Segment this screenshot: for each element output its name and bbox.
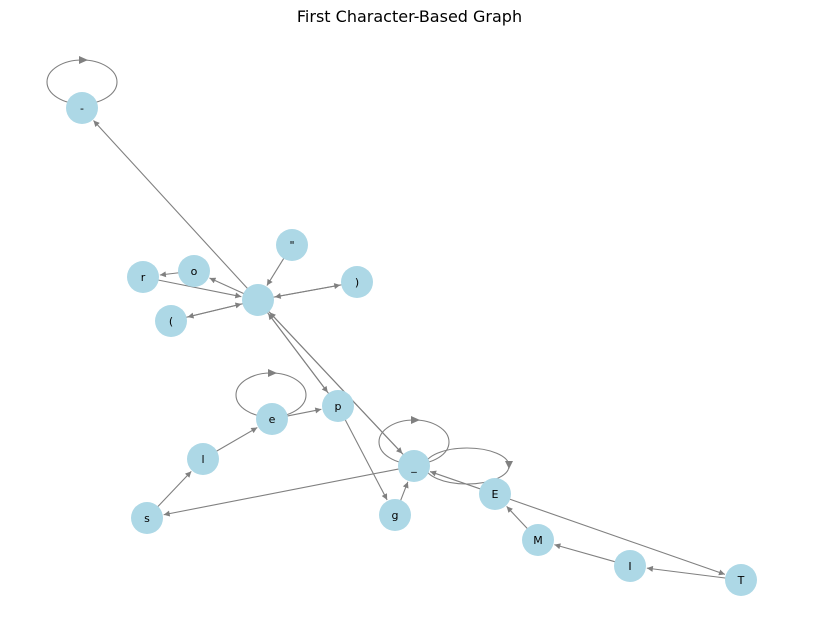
node-dash: - bbox=[66, 92, 98, 124]
node-circle bbox=[242, 284, 274, 316]
node-o: o bbox=[178, 255, 210, 287]
self-loop-arrowhead bbox=[411, 416, 420, 424]
nodes-layer: - " o r) ( e p l _ Es g M I T bbox=[66, 92, 757, 596]
edge-p-to-g bbox=[344, 418, 388, 501]
edge-space-to-o bbox=[209, 277, 246, 295]
node-p: p bbox=[322, 390, 354, 422]
edge-l-to-e bbox=[214, 427, 258, 453]
node-circle bbox=[256, 403, 288, 435]
node-M: M bbox=[522, 524, 554, 556]
node-I: I bbox=[614, 550, 646, 582]
node-label: ) bbox=[355, 276, 359, 289]
node-r: r bbox=[127, 261, 159, 293]
node-T: T bbox=[725, 564, 757, 596]
graph-title: First Character-Based Graph bbox=[296, 7, 523, 26]
node-s: s bbox=[131, 502, 163, 534]
node-label: p bbox=[335, 400, 342, 413]
node-close: ) bbox=[341, 266, 373, 298]
edge-I-to-M bbox=[554, 543, 617, 563]
node-circle bbox=[379, 499, 411, 531]
self-loop-arrowhead bbox=[505, 461, 513, 469]
edge-e-to-p bbox=[285, 407, 322, 417]
node-label: _ bbox=[410, 460, 417, 473]
node-circle bbox=[187, 443, 219, 475]
node-circle bbox=[322, 390, 354, 422]
node-circle bbox=[522, 524, 554, 556]
node-label: s bbox=[144, 512, 150, 525]
node-label: o bbox=[191, 265, 198, 278]
node-e: e bbox=[256, 403, 288, 435]
edge-open-to-space bbox=[184, 302, 242, 319]
node-l: l bbox=[187, 443, 219, 475]
node-label: l bbox=[201, 453, 204, 466]
edge-under-to-s bbox=[163, 468, 401, 517]
edge-E-to-T bbox=[508, 498, 726, 576]
edge-quote-to-space bbox=[266, 256, 286, 286]
node-space bbox=[242, 284, 274, 316]
node-label: E bbox=[492, 488, 499, 501]
edge-M-to-E bbox=[506, 506, 529, 531]
node-label: T bbox=[737, 574, 745, 587]
node-open: ( bbox=[155, 305, 187, 337]
self-loop-arrowhead bbox=[268, 369, 277, 377]
node-circle bbox=[398, 450, 430, 482]
node-circle bbox=[341, 266, 373, 298]
node-label: r bbox=[141, 271, 146, 284]
edge-E-to-under bbox=[429, 470, 482, 490]
edge-under-to-space bbox=[269, 312, 405, 457]
node-circle bbox=[479, 478, 511, 510]
node-circle bbox=[155, 305, 187, 337]
edge-r-to-space bbox=[156, 279, 242, 299]
node-circle bbox=[725, 564, 757, 596]
edge-p-to-space bbox=[267, 313, 331, 396]
node-under: _ bbox=[398, 450, 430, 482]
node-label: ( bbox=[169, 315, 173, 328]
node-circle bbox=[131, 502, 163, 534]
edge-T-to-I bbox=[646, 565, 728, 579]
node-quote: " bbox=[276, 229, 308, 261]
node-label: " bbox=[289, 239, 294, 252]
edge-g-to-under bbox=[399, 481, 409, 503]
node-circle bbox=[276, 229, 308, 261]
node-circle bbox=[66, 92, 98, 124]
node-label: I bbox=[628, 560, 631, 573]
node-E: E bbox=[479, 478, 511, 510]
node-label: M bbox=[533, 534, 543, 547]
edge-s-to-l bbox=[156, 470, 192, 509]
node-label: g bbox=[392, 509, 399, 522]
node-circle bbox=[178, 255, 210, 287]
node-label: e bbox=[269, 413, 276, 426]
edge-o-to-r bbox=[159, 271, 181, 278]
self-loop-arrowhead bbox=[79, 56, 88, 64]
node-circle bbox=[127, 261, 159, 293]
node-g: g bbox=[379, 499, 411, 531]
node-circle bbox=[614, 550, 646, 582]
edge-close-to-space bbox=[274, 283, 344, 299]
edge-space-to-dash bbox=[93, 120, 249, 291]
edges-layer bbox=[93, 120, 728, 579]
node-label: - bbox=[80, 102, 84, 115]
